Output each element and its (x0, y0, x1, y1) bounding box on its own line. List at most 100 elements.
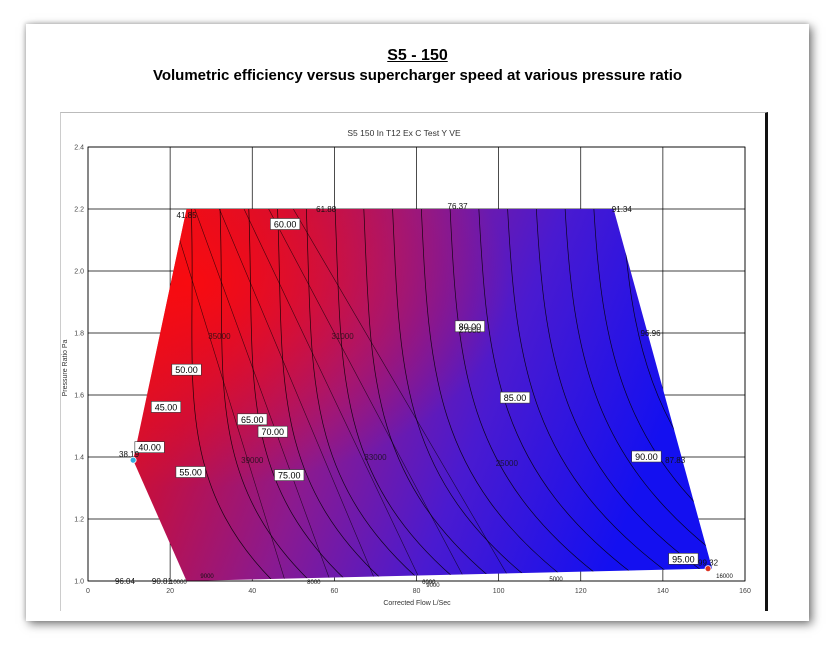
efficiency-contour (592, 209, 713, 581)
volumetric-efficiency-chart: S5 150 In T12 Ex C Test Y VE 0 20 40 60 80 10… (62, 128, 751, 607)
contour-label-box (150, 401, 182, 413)
contour-label-text: 45.00 (155, 402, 178, 412)
contour-label-box (668, 552, 699, 565)
efficiency-region-highlight (133, 209, 713, 581)
contour-label: 75.00 (274, 469, 305, 481)
bottom-label: 8000 (307, 580, 321, 586)
plot-title: S5 150 In T12 Ex C Test Y VE (347, 128, 461, 138)
contour-label-box (631, 450, 662, 463)
contour-label-text: 95.00 (672, 554, 695, 564)
y-tick-label: 2.0 (74, 269, 84, 276)
efficiency-contour (449, 209, 606, 581)
speed-line (293, 209, 512, 581)
efficiency-contour (362, 209, 495, 581)
corner-value-label: 91.34 (612, 205, 633, 214)
speed-label: 27000 (459, 326, 482, 335)
x-axis-label: Corrected Flow L/Sec (383, 600, 451, 607)
contour-label-text: 70.00 (262, 427, 285, 437)
y-tick-label: 2.2 (74, 207, 84, 214)
contour-label: 95.00 (668, 552, 699, 565)
x-tick-label: 120 (575, 588, 587, 595)
y-axis-label: Pressure Ratio Pa (62, 339, 69, 396)
contour-label-text: 40.00 (138, 443, 161, 453)
speed-label: 33000 (364, 453, 387, 462)
corner-value-label: 41.85 (177, 211, 198, 220)
axes-layer: 0 20 40 60 80 100 120 140 160 1.0 1.2 1.4 1.6 1.8 2.0 2… (74, 145, 751, 596)
efficiency-contour (563, 209, 713, 581)
efficiency-contour (305, 209, 421, 581)
plot-border (87, 146, 746, 582)
efficiency-contour (477, 209, 643, 581)
page-subtitle: Volumetric efficiency versus supercharge… (152, 67, 683, 84)
corner-value-label: 96.96 (641, 329, 662, 338)
efficiency-contour (190, 209, 274, 581)
speed-line (219, 209, 376, 581)
contour-layer (169, 209, 713, 581)
corner-value-label: 61.88 (316, 205, 337, 214)
efficiency-contour (506, 209, 680, 581)
contour-label-box (499, 391, 531, 404)
contour-label-box (454, 320, 485, 333)
contour-label-text: 60.00 (274, 220, 297, 230)
region-layer (133, 209, 713, 581)
x-tick-label: 80 (413, 588, 421, 595)
contour-label-box (237, 413, 268, 426)
bottom-label: 9000 (426, 583, 440, 589)
speed-label: 31000 (331, 332, 354, 341)
x-tick-label: 100 (493, 588, 505, 595)
bottom-label: 10000 (170, 580, 187, 586)
efficiency-contour (247, 209, 347, 581)
efficiency-contour (391, 209, 532, 581)
speed-label: 25000 (496, 459, 519, 468)
marker-min (129, 456, 137, 464)
contour-label-text: 50.00 (175, 365, 198, 375)
contour-label: 85.00 (499, 391, 531, 404)
contour-label-text: 80.00 (459, 322, 482, 332)
x-tick-label: 20 (166, 588, 174, 595)
y-tick-label: 1.6 (74, 393, 84, 400)
contour-label-text: 55.00 (179, 468, 202, 478)
corner-value-label: 90.81 (152, 577, 173, 586)
bottom-label: 9000 (200, 574, 214, 580)
chart-frame: S5 150 In T12 Ex C Test Y VE 0 20 40 60 80 10… (60, 112, 768, 611)
x-tick-label: 140 (657, 588, 669, 595)
speed-line (169, 209, 286, 581)
efficiency-contour (334, 209, 458, 581)
speed-label: 39000 (241, 456, 264, 465)
contour-label: 45.00 (150, 401, 182, 413)
efficiency-contour (276, 209, 384, 581)
contour-label: 40.00 (134, 441, 165, 454)
x-tick-label: 60 (330, 588, 338, 595)
contour-label: 90.00 (631, 450, 662, 463)
y-tick-label: 2.4 (74, 145, 84, 152)
contour-label: 70.00 (257, 425, 288, 438)
contour-label-box (270, 218, 301, 230)
contour-label-text: 65.00 (241, 415, 264, 425)
bottom-label: 6000 (422, 580, 436, 586)
x-tick-label: 0 (86, 588, 90, 595)
corner-value-label: 87.83 (665, 456, 686, 465)
corner-value-label: 96.04 (115, 577, 136, 586)
speed-line (268, 209, 467, 581)
corner-value-label: 76.37 (448, 202, 469, 211)
contour-label-box (134, 441, 165, 454)
efficiency-contour (420, 209, 569, 581)
contour-label-box (171, 363, 202, 376)
efficiency-contour (535, 209, 713, 581)
contour-label: 55.00 (175, 466, 206, 478)
speed-line (243, 209, 421, 581)
y-tick-label: 1.4 (74, 455, 84, 462)
efficiency-contour (621, 209, 713, 581)
y-tick-label: 1.0 (74, 579, 84, 586)
y-tick-label: 1.2 (74, 517, 84, 524)
contour-label: 60.00 (270, 218, 301, 230)
bottom-label: 5000 (549, 577, 563, 583)
contour-label-box (175, 466, 206, 478)
speed-line (194, 209, 331, 581)
corner-value-label: 38.19 (119, 450, 140, 459)
y-tick-label: 1.8 (74, 331, 84, 338)
contour-label: 65.00 (237, 413, 268, 426)
marker-max (704, 565, 712, 573)
x-tick-label: 40 (248, 588, 256, 595)
contour-label-text: 90.00 (635, 452, 658, 462)
